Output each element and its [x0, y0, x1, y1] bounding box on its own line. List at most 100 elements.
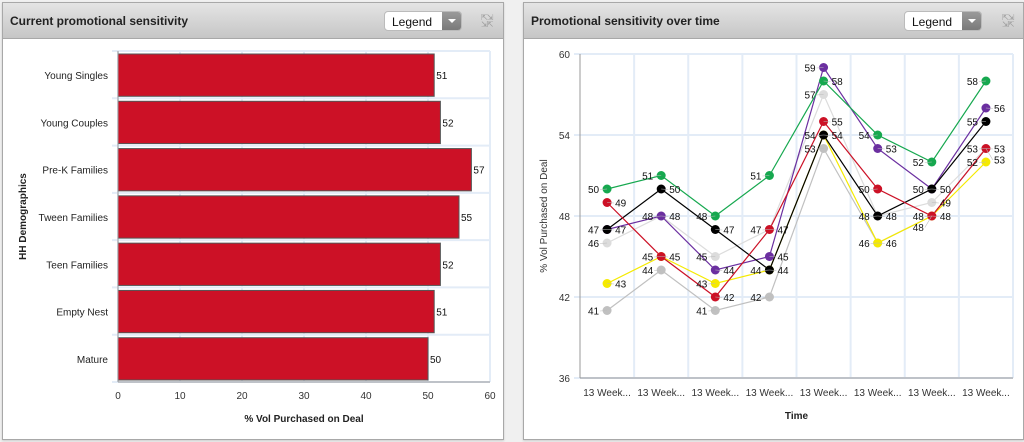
- data-label-leader: [823, 121, 831, 123]
- expand-icon[interactable]: ⇱⇲ ⇲⇱: [481, 13, 493, 29]
- category-label: Mature: [77, 355, 109, 366]
- data-label-black: 48: [886, 212, 898, 223]
- data-label-leader: [985, 148, 993, 150]
- category-label: Young Singles: [44, 71, 108, 82]
- y-tick-label: 36: [559, 374, 571, 385]
- bar-value-label: 55: [461, 213, 473, 224]
- bar-value-label: 52: [442, 260, 454, 271]
- data-label-yellow: 43: [696, 280, 708, 291]
- data-label-red: 42: [723, 293, 735, 304]
- data-label-leader: [715, 296, 723, 298]
- series-line-black: [606, 121, 987, 271]
- panel-title: Current promotional sensitivity: [10, 14, 189, 28]
- data-label-yellow: 46: [886, 239, 898, 250]
- x-axis-title: % Vol Purchased on Deal: [244, 414, 364, 425]
- data-label-yellow: 48: [940, 212, 952, 223]
- category-label: Teen Families: [46, 260, 108, 271]
- y-tick-label: 42: [559, 293, 571, 304]
- bar: [117, 337, 429, 381]
- bar: [117, 195, 460, 239]
- bar-value-label: 50: [430, 355, 442, 366]
- data-label-leader: [769, 256, 777, 258]
- data-label-gray: 53: [994, 156, 1006, 167]
- data-label-leader: [985, 148, 994, 161]
- x-tick-label: 13 Week...: [746, 388, 794, 399]
- data-label-leader: [978, 148, 986, 150]
- data-label-leader: [661, 215, 669, 217]
- data-label-leader: [762, 296, 770, 298]
- x-tick-label: 13 Week...: [962, 388, 1010, 399]
- x-tick-label: 10: [174, 391, 186, 402]
- data-label-gray: 41: [588, 307, 600, 318]
- data-label-light-gray: 48: [859, 212, 871, 223]
- data-label-leader: [978, 121, 986, 123]
- series-line-purple: [606, 66, 987, 271]
- data-label-leader: [715, 269, 723, 271]
- x-tick-label: 13 Week...: [692, 388, 740, 399]
- data-label-leader: [661, 188, 669, 190]
- y-axis-title: HH Demographics: [18, 173, 29, 260]
- data-label-purple: 56: [994, 104, 1006, 115]
- legend-dropdown[interactable]: Legend: [384, 11, 462, 31]
- bar-chart: 51 Young Singles 52 Young Couples 57 Pre-K Fa…: [18, 50, 496, 425]
- x-tick-label: 50: [422, 391, 434, 402]
- data-label-leader: [931, 215, 939, 217]
- data-label-leader: [924, 161, 932, 163]
- data-label-leader: [924, 215, 933, 228]
- data-label-black: 55: [967, 118, 979, 129]
- bar: [117, 100, 441, 145]
- data-label-leader: [870, 188, 878, 190]
- data-label-gray: 42: [750, 293, 762, 304]
- category-label: Pre-K Families: [42, 166, 108, 177]
- data-label-purple: 50: [913, 185, 925, 196]
- bar: [117, 148, 472, 192]
- legend-dropdown[interactable]: Legend: [904, 11, 982, 31]
- data-label-light-gray: 47: [750, 226, 762, 237]
- data-label-leader: [816, 134, 824, 136]
- data-label-red: 47: [777, 226, 789, 237]
- data-label-leader: [708, 215, 716, 217]
- data-label-leader: [769, 229, 777, 231]
- expand-icon[interactable]: ⇱⇲ ⇲⇱: [1002, 13, 1014, 29]
- data-label-leader: [877, 215, 885, 217]
- x-tick-label: 60: [484, 391, 496, 402]
- data-label-purple: 45: [777, 253, 789, 264]
- data-label-leader: [870, 134, 878, 136]
- x-tick-label: 13 Week...: [908, 388, 956, 399]
- data-label-leader: [715, 229, 723, 231]
- bar-value-label: 52: [442, 118, 454, 129]
- data-label-yellow: 54: [832, 131, 844, 142]
- data-label-yellow: 45: [669, 253, 681, 264]
- category-label: Tween Families: [39, 213, 108, 224]
- data-label-light-gray: 49: [940, 199, 952, 210]
- data-label-black: 47: [588, 226, 600, 237]
- data-label-leader: [600, 310, 608, 312]
- data-label-yellow: 52: [967, 158, 979, 169]
- data-label-yellow: 44: [777, 266, 789, 277]
- x-tick-label: 40: [360, 391, 372, 402]
- data-label-leader: [607, 202, 615, 204]
- data-label-purple: 48: [642, 212, 654, 223]
- data-label-leader: [654, 269, 662, 271]
- data-label-red: 48: [913, 212, 925, 223]
- data-label-leader: [762, 269, 770, 271]
- legend-dropdown-label: Legend: [392, 15, 433, 29]
- y-tick-label: 54: [559, 131, 571, 142]
- data-label-red: 50: [859, 185, 871, 196]
- data-label-leader: [924, 215, 932, 217]
- data-label-black: 54: [804, 131, 816, 142]
- data-label-leader: [931, 188, 939, 190]
- x-tick-label: 13 Week...: [800, 388, 848, 399]
- bar: [117, 53, 435, 97]
- data-label-light-gray: 45: [696, 253, 708, 264]
- data-label-purple: 47: [615, 226, 627, 237]
- data-label-leader: [654, 215, 662, 217]
- data-label-leader: [877, 242, 885, 244]
- data-label-red: 45: [642, 253, 654, 264]
- data-label-green: 58: [967, 77, 979, 88]
- data-label-gray: 48: [913, 223, 925, 234]
- line-chart: 36 42 48 54 60 50 47 46 41 49 47 43 51 48 45 44 50 48 45 48…: [539, 50, 1014, 422]
- panel-header: Current promotional sensitivity Legend ⇱…: [3, 3, 503, 39]
- data-label-leader: [654, 256, 662, 258]
- data-label-leader: [661, 256, 669, 258]
